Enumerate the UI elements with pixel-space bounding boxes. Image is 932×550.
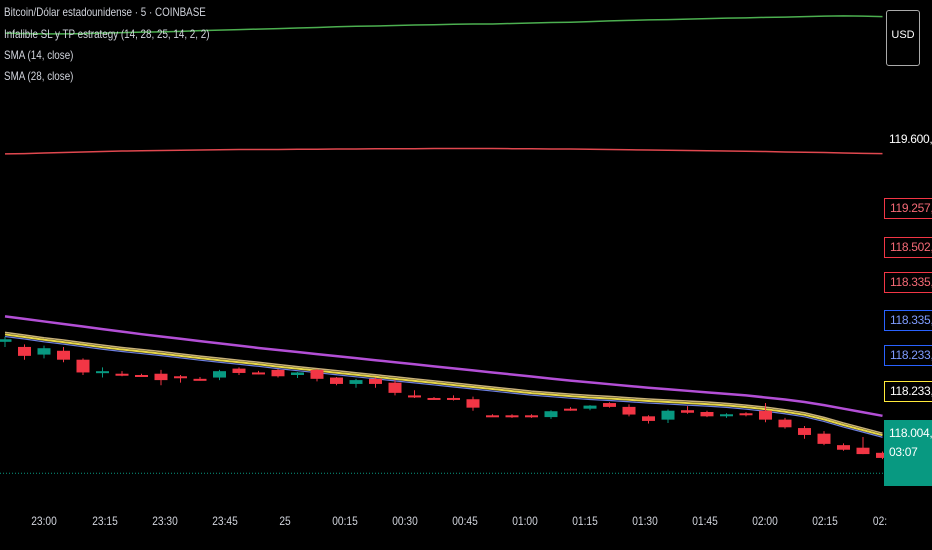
candle-body: [642, 416, 655, 421]
time-tick-label: 02:: [872, 514, 888, 528]
candle-body: [876, 452, 889, 458]
mid-band-line: [4, 147, 883, 155]
candle-body: [817, 433, 831, 444]
price-tag: 118.233,44: [884, 345, 932, 366]
candle-body: [661, 410, 675, 420]
candle-body: [271, 369, 285, 377]
chart-legend: Bitcoin/Dólar estadounidense · 5 · COINB…: [4, 0, 255, 87]
candle-body: [583, 405, 597, 409]
candle-body: [291, 372, 304, 375]
sma14-lower-line: [4, 335, 883, 438]
candle-body: [388, 382, 402, 393]
sma14-legend[interactable]: SMA (14, close): [4, 48, 74, 62]
price-tag: 119.257,94: [884, 198, 932, 219]
upper-band-line: [4, 15, 883, 35]
candle-body: [837, 445, 850, 450]
candle-body: [720, 414, 733, 417]
candle-body: [603, 403, 616, 407]
candle-body: [0, 339, 12, 342]
candle-body: [135, 375, 148, 377]
price-tag: 118.233,44: [884, 381, 932, 402]
candle-body: [310, 369, 324, 379]
time-tick-label: 00:15: [332, 514, 358, 528]
candle-body: [564, 408, 577, 411]
candle-body: [505, 415, 519, 418]
candle-body: [544, 411, 558, 418]
sma14-upper-line: [4, 331, 883, 434]
price-tick-label: 119.600,00: [889, 132, 932, 146]
candle-body: [193, 378, 207, 381]
candle-body: [856, 447, 870, 455]
strategy-legend[interactable]: Infalible SL y TP estrategy (14, 28, 25,…: [4, 27, 210, 41]
candles: [0, 336, 889, 460]
sma28-line: [4, 315, 883, 418]
candle-body: [369, 378, 382, 384]
price-tag: 118.335,55: [884, 310, 932, 331]
candle-body: [213, 371, 226, 378]
time-tick-label: 01:15: [572, 514, 598, 528]
time-tick-label: 02:15: [812, 514, 838, 528]
candle-body: [759, 410, 772, 420]
time-tick-label: 23:30: [152, 514, 178, 528]
time-tick-label: 23:00: [31, 514, 57, 528]
price-tag: 118.502,30: [884, 237, 932, 258]
time-tick-label: 00:45: [452, 514, 478, 528]
bar-countdown: 03:07: [889, 445, 918, 459]
candle-body: [232, 368, 246, 373]
last-price-value: 118.004,64: [889, 426, 932, 440]
candle-body: [622, 406, 636, 415]
candle-body: [76, 359, 90, 373]
candle-body: [447, 397, 460, 400]
last-price-tag: 118.004,64 03:07: [884, 420, 932, 486]
candle-body: [57, 350, 70, 360]
candle-body: [427, 397, 441, 400]
time-tick-label: 23:15: [92, 514, 118, 528]
candle-body: [681, 410, 694, 413]
candle-body: [486, 415, 499, 418]
candle-body: [778, 419, 792, 428]
candle-body: [18, 346, 31, 356]
time-tick-label: 25: [279, 514, 291, 528]
candle-body: [525, 415, 538, 418]
candle-body: [349, 380, 363, 384]
symbol-title[interactable]: Bitcoin/Dólar estadounidense · 5 · COINB…: [4, 5, 206, 19]
time-tick-label: 00:30: [392, 514, 418, 528]
currency-button[interactable]: USD: [886, 10, 920, 66]
candle-body: [154, 373, 168, 381]
time-tick-label: 02:00: [752, 514, 778, 528]
candle-body: [252, 372, 265, 375]
indicator-lines: [4, 15, 883, 438]
candle-body: [174, 376, 187, 379]
candle-body: [466, 399, 480, 408]
candle-body: [739, 413, 753, 416]
time-tick-label: 01:30: [632, 514, 658, 528]
time-tick-label: 23:45: [212, 514, 238, 528]
time-tick-label: 01:00: [512, 514, 538, 528]
candle-body: [115, 373, 129, 376]
candle-body: [700, 411, 714, 417]
sma28-legend[interactable]: SMA (28, close): [4, 69, 74, 83]
price-tag: 118.335,55: [884, 272, 932, 293]
sma14-line: [4, 333, 883, 437]
candle-body: [798, 428, 811, 435]
candle-body: [330, 377, 343, 384]
candle-body: [37, 348, 51, 355]
candle-body: [96, 371, 109, 374]
time-tick-label: 01:45: [692, 514, 718, 528]
candle-body: [408, 395, 421, 398]
